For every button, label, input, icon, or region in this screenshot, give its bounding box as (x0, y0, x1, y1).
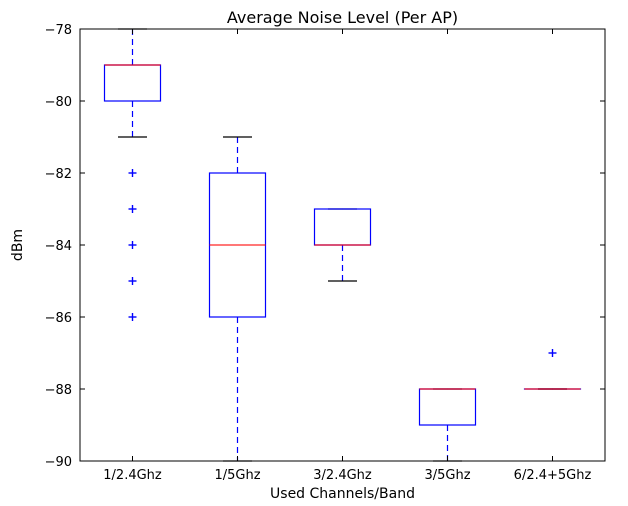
y-axis-ticks: −78 −80 −82 −84 −86 −88 −90 (45, 23, 605, 470)
y-tick-label: −90 (45, 455, 72, 470)
box-iqr (418, 388, 477, 426)
outlier-point (128, 277, 137, 285)
x-tick-label: 3/5Ghz (424, 468, 470, 483)
y-tick-label: −78 (45, 23, 72, 38)
box-iqr (313, 208, 372, 246)
outlier-point (548, 349, 557, 357)
box-2 (208, 136, 267, 462)
box-iqr (103, 64, 162, 102)
box-4 (418, 388, 477, 462)
chart-title: Average Noise Level (Per AP) (227, 8, 458, 27)
x-tick-label: 3/2.4Ghz (313, 468, 372, 483)
outlier-point (128, 241, 137, 249)
outlier-point (128, 313, 137, 321)
x-tick-label: 1/5Ghz (214, 468, 260, 483)
plot-area (103, 28, 582, 462)
y-tick-label: −82 (45, 167, 72, 182)
y-tick-label: −84 (45, 239, 72, 254)
y-tick-label: −88 (45, 383, 72, 398)
x-tick-label: 6/2.4+5Ghz (514, 468, 592, 483)
outlier-point (128, 205, 137, 213)
x-axis-ticks: 1/2.4Ghz 1/5Ghz 3/2.4Ghz 3/5Ghz 6/2.4+5Ghz (103, 29, 591, 483)
box-5 (523, 349, 582, 390)
y-tick-label: −80 (45, 95, 72, 110)
x-axis-title: Used Channels/Band (270, 486, 415, 502)
y-axis-title: dBm (10, 229, 26, 261)
box-1 (103, 28, 162, 321)
y-tick-label: −86 (45, 311, 72, 326)
box-3 (313, 208, 372, 282)
outlier-point (128, 169, 137, 177)
x-tick-label: 1/2.4Ghz (103, 468, 162, 483)
